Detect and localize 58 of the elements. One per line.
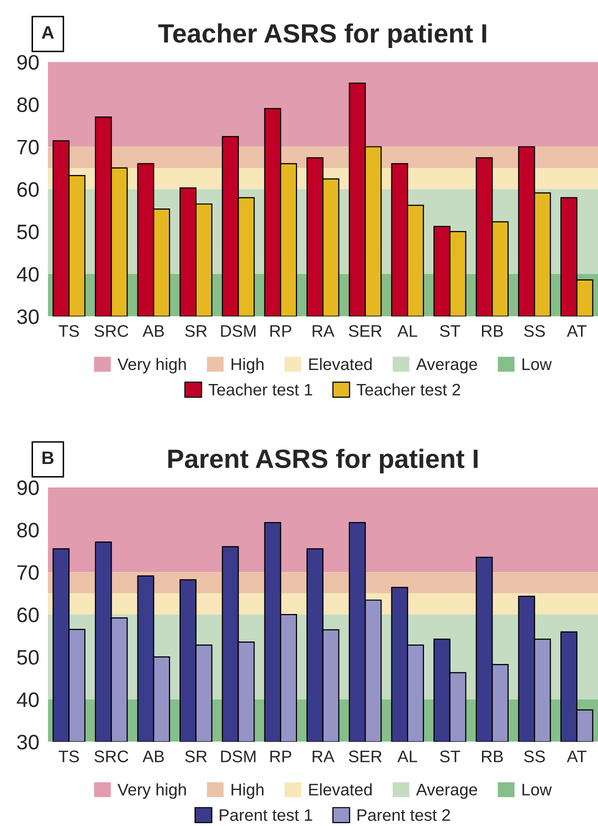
x-tick-label: RA <box>312 325 334 337</box>
y-tick-label: 70 <box>17 565 39 580</box>
y-tick-label: 30 <box>17 734 39 750</box>
legend-label: Teacher test 1 <box>208 383 312 396</box>
x-tick-label: SR <box>185 325 207 337</box>
x-tick-label: SS <box>524 750 545 762</box>
x-tick-label: AL <box>397 325 418 337</box>
x-tick-label: RB <box>482 325 503 337</box>
y-tick-label: 70 <box>17 140 39 155</box>
x-tick-label: ST <box>440 325 460 337</box>
legend-label: Low <box>522 784 552 796</box>
y-tick-label: 80 <box>17 97 39 112</box>
y-tick-label: 90 <box>17 480 39 496</box>
legend-label: Low <box>522 358 552 370</box>
x-tick-label: DSM <box>221 750 256 762</box>
legend-label: Parent test 2 <box>358 809 450 821</box>
text: A <box>42 26 54 39</box>
x-tick-label: SER <box>348 325 382 337</box>
x-tick-label: RP <box>270 750 292 762</box>
y-tick-label: 40 <box>16 692 39 708</box>
y-tick-label: 50 <box>17 224 39 240</box>
x-tick-label: AB <box>142 325 164 337</box>
y-tick-label: 60 <box>17 182 39 197</box>
x-tick-label: SS <box>524 325 545 337</box>
legend-label: High <box>232 783 264 799</box>
y-tick-label: 80 <box>17 522 39 538</box>
text: B <box>42 452 54 464</box>
x-tick-label: SRC <box>94 325 128 337</box>
x-tick-label: RA <box>312 750 334 762</box>
x-tick-label: TS <box>58 325 79 337</box>
legend-label: Average <box>416 784 478 799</box>
y-tick-label: 90 <box>17 54 39 70</box>
x-tick-label: ST <box>440 750 460 762</box>
x-tick-label: SRC <box>94 750 128 762</box>
legend-label: Elevated <box>309 783 372 796</box>
y-tick-label: 30 <box>17 309 39 324</box>
legend-label: Teacher test 2 <box>356 383 460 396</box>
legend-label: Average <box>416 358 478 374</box>
y-tick-label: 50 <box>17 650 39 665</box>
x-tick-label: RP <box>270 325 292 337</box>
y-tick-label: 40 <box>16 266 39 282</box>
legend-label: Parent test 1 <box>220 809 312 821</box>
x-tick-label: RB <box>482 750 503 762</box>
x-tick-label: SR <box>185 750 207 762</box>
legend-label: Elevated <box>309 358 372 370</box>
chart-title: Teacher ASRS for patient I <box>158 23 486 48</box>
x-tick-label: AL <box>397 750 418 762</box>
x-tick-label: AB <box>142 750 164 762</box>
x-tick-label: DSM <box>221 325 256 337</box>
x-tick-label: TS <box>58 750 79 762</box>
y-tick-label: 60 <box>17 608 39 622</box>
x-tick-label: AT <box>566 750 586 762</box>
x-tick-label: SER <box>348 750 382 762</box>
chart-title: Parent ASRS for patient I <box>168 448 478 474</box>
legend-label: Very high <box>118 783 186 799</box>
legend-label: High <box>232 358 264 374</box>
legend-label: Very high <box>118 358 186 374</box>
x-tick-label: AT <box>566 325 586 337</box>
